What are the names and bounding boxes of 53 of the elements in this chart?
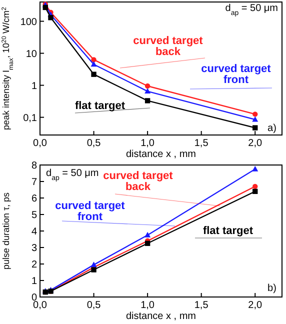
x-tick-label: 1,0 (140, 138, 155, 149)
annotation: b) (268, 283, 276, 294)
text: curved target back (103, 170, 174, 193)
x-tick-label: 2,0 (248, 300, 262, 311)
point (91, 267, 96, 272)
point (90, 262, 97, 268)
annotation: d$_{ap}$ = 50 μm (225, 3, 278, 16)
point (252, 184, 258, 190)
x-tick-label: 1,0 (140, 300, 155, 311)
x-tick-label: 1,5 (194, 138, 209, 149)
y-tick-label: 5 (31, 210, 38, 221)
x-tick-label: 0,5 (86, 138, 102, 149)
y-tick-label: 1 (31, 276, 38, 287)
y-tick-label: 7 (31, 177, 38, 188)
point (144, 240, 150, 246)
y-tick-label: 100 (20, 16, 38, 28)
point (91, 57, 96, 62)
point (42, 4, 48, 10)
point (144, 88, 151, 94)
point (90, 61, 97, 67)
x-tick-label: 0,0 (33, 300, 48, 311)
y-tick-label: 1 (31, 80, 38, 92)
y-tick-label: 6 (31, 194, 38, 204)
point (48, 15, 54, 20)
point (144, 83, 150, 89)
x-tick-label: 0,0 (33, 138, 48, 149)
point (144, 232, 151, 238)
series-label: flat target (202, 225, 254, 237)
y-tick-label: 0,1 (23, 112, 38, 124)
point (144, 98, 150, 104)
series-label: curved target back (133, 35, 204, 58)
y-tick-label: 2 (31, 260, 38, 270)
x-axis-title: distance x , mm (126, 311, 196, 322)
y-tick-label: 3 (31, 243, 38, 254)
x-tick-label: 2,0 (248, 138, 262, 149)
y-tick-label: 10 (26, 48, 38, 60)
annotation: d$_{ap}$ = 50 μm (46, 168, 99, 182)
series-label: flat target (74, 100, 126, 112)
series-label: curved target front (55, 200, 126, 223)
y-tick-label: 8 (31, 160, 38, 172)
series-label: curved target front (201, 63, 272, 86)
annotation: a) (268, 123, 276, 134)
point (252, 116, 258, 122)
point (252, 125, 258, 130)
point (252, 188, 258, 194)
y-tick-label: 4 (31, 226, 38, 238)
point (252, 166, 258, 172)
x-tick-label: 0,5 (86, 300, 102, 311)
point (91, 72, 96, 77)
x-axis-title: distance x , mm (126, 149, 196, 160)
x-tick-label: 1,5 (194, 300, 209, 311)
point (252, 112, 258, 117)
y-axis-title: pulse duration τ, ps (1, 192, 11, 270)
